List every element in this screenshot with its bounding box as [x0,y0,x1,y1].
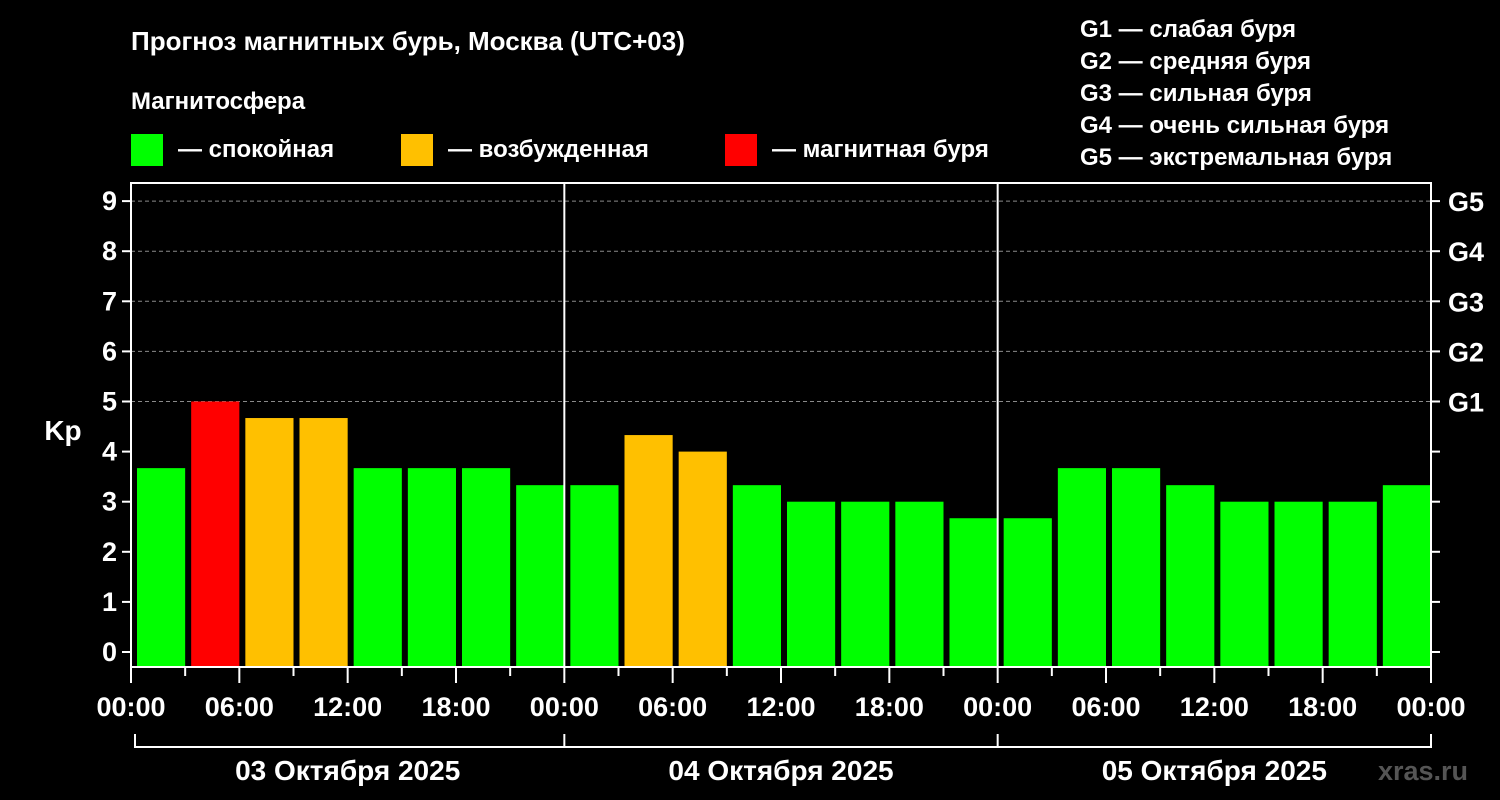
bar-6 [462,468,511,667]
bar-0 [137,468,186,667]
g-legend-g1: G1 — слабая буря [1080,16,1296,43]
bar-10 [678,451,727,667]
bar-16 [1003,518,1052,667]
x-tick-label-4: 00:00 [530,692,599,722]
bar-23 [1382,485,1431,667]
grid-lines [131,200,1431,402]
g-legend-g2: G2 — средняя буря [1080,48,1311,75]
x-tick-label-12: 00:00 [1396,692,1465,722]
legend-swatch-active [401,134,433,166]
y-tick-label-1: 1 [102,587,117,617]
g-scale-ticks: G1 G2 G3 G4 G5 [1431,187,1484,653]
bar-13 [841,501,890,667]
day-labels: 03 Октября 2025 04 Октября 2025 05 Октября… [134,734,1432,786]
bar-12 [787,501,836,667]
watermark: xras.ru [1378,756,1468,786]
x-tick-label-0: 00:00 [96,692,165,722]
y-tick-label-9: 9 [102,186,117,216]
x-ticks: 00:00 06:00 12:00 18:00 00:00 06:00 12:00 18:00… [96,667,1466,722]
bar-11 [732,485,781,667]
bar-17 [1057,468,1106,667]
bar-15 [949,518,998,667]
legend-label-quiet: — спокойная [178,136,334,163]
day-label-2: 05 Октября 2025 [1102,755,1327,786]
g-tick-label-G5: G5 [1448,187,1484,217]
g-tick-label-G1: G1 [1448,388,1484,418]
legend-label-active: — возбужденная [448,136,649,163]
legend-swatch-quiet [131,134,163,166]
x-tick-label-9: 06:00 [1071,692,1140,722]
y-tick-label-7: 7 [102,286,117,316]
x-tick-label-8: 00:00 [963,692,1032,722]
bar-4 [353,468,402,667]
legend-label-storm: — магнитная буря [772,136,989,163]
y-tick-label-0: 0 [102,637,117,667]
bar-22 [1328,501,1377,667]
y-tick-label-2: 2 [102,537,117,567]
bar-5 [407,468,456,667]
bar-9 [624,435,673,667]
bar-3 [299,418,348,667]
day-label-0: 03 Октября 2025 [235,755,460,786]
bar-1 [191,401,240,667]
y-tick-label-5: 5 [102,387,117,417]
g-legend-g5: G5 — экстремальная буря [1080,144,1392,171]
y-tick-label-6: 6 [102,336,117,366]
bar-21 [1274,501,1323,667]
x-tick-label-2: 12:00 [313,692,382,722]
g-tick-label-G3: G3 [1448,287,1484,317]
x-tick-label-5: 06:00 [638,692,707,722]
g-tick-label-G4: G4 [1448,237,1484,267]
g-legend-g3: G3 — сильная буря [1080,80,1312,107]
day-label-1: 04 Октября 2025 [668,755,893,786]
legend-heading: Магнитосфера [131,88,306,115]
x-tick-label-7: 18:00 [855,692,924,722]
x-tick-label-11: 18:00 [1288,692,1357,722]
bar-14 [895,501,944,667]
bar-18 [1112,468,1161,667]
y-ticks: 0 1 2 3 4 5 6 7 8 9 [102,186,131,667]
g-tick-label-G2: G2 [1448,337,1484,367]
y-axis-label: Kp [44,415,81,446]
y-tick-label-3: 3 [102,487,117,517]
legend-swatch-storm [725,134,757,166]
x-tick-label-6: 12:00 [746,692,815,722]
g-legend-g4: G4 — очень сильная буря [1080,112,1389,139]
y-tick-label-4: 4 [102,437,117,467]
chart-title: Прогноз магнитных бурь, Москва (UTC+03) [131,26,685,56]
x-tick-label-1: 06:00 [205,692,274,722]
x-tick-label-3: 18:00 [421,692,490,722]
x-tick-label-10: 12:00 [1180,692,1249,722]
bar-8 [570,485,619,667]
bar-20 [1220,501,1269,667]
bar-2 [245,418,294,667]
y-tick-label-8: 8 [102,236,117,266]
bar-19 [1166,485,1215,667]
bars [137,401,1431,667]
bar-7 [516,485,565,667]
